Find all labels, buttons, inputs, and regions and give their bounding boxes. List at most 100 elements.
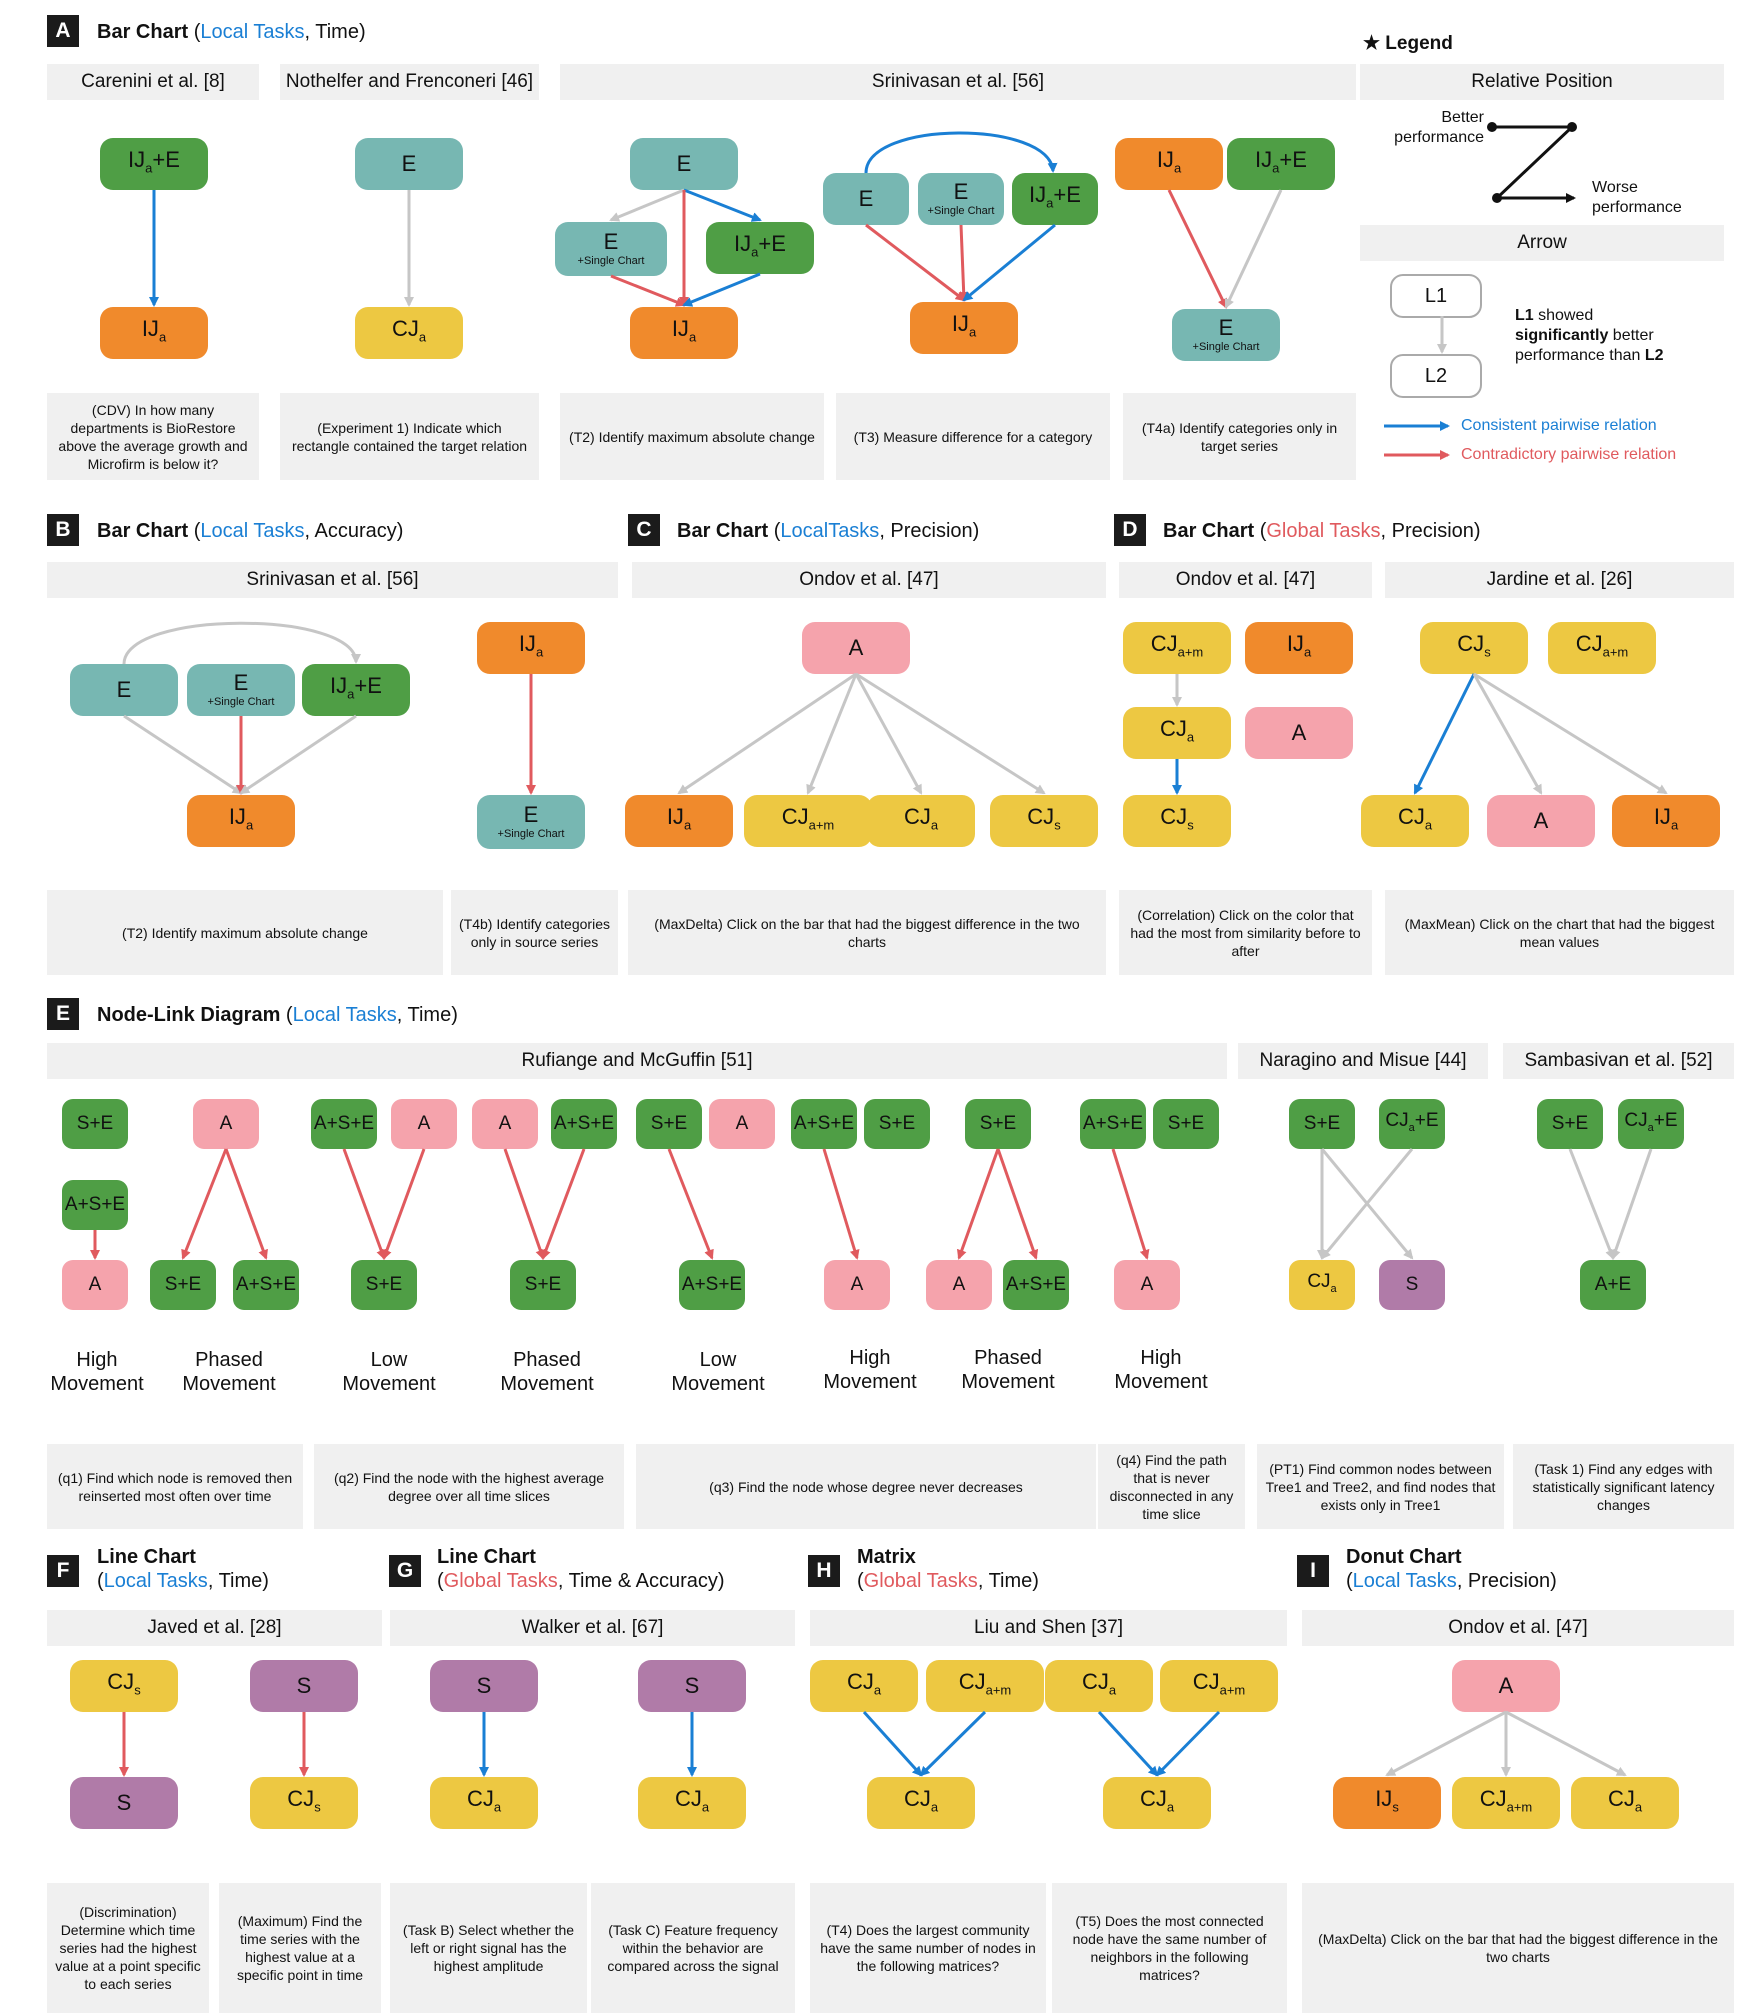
edge-c-a-to-c-cjam xyxy=(806,673,858,795)
node-d-a: A xyxy=(1245,707,1353,759)
node-label-suffix: +E xyxy=(354,672,382,698)
edge-arc-b-e1-to-b-ije1 xyxy=(122,621,361,665)
node-label: CJs xyxy=(1457,632,1491,663)
node-d-cjs: CJs xyxy=(1123,795,1231,847)
node-label: S+E xyxy=(1552,1113,1588,1135)
node-label: E xyxy=(859,188,874,210)
node-label: IJa+E xyxy=(128,146,180,179)
node-g-cja2: CJa xyxy=(638,1777,746,1829)
node-label-main: A+E xyxy=(1594,1274,1632,1295)
node-label: S xyxy=(1406,1274,1419,1296)
node-label: S+E xyxy=(366,1274,402,1296)
node-label: S xyxy=(297,1675,312,1697)
node-label-suffix: +E xyxy=(152,146,180,172)
node-label: CJa xyxy=(1139,1785,1175,1818)
node-e1-ase: A+S+E xyxy=(62,1180,128,1230)
section-title-e: Node-Link Diagram (Local Tasks, Time) xyxy=(97,1004,458,1026)
node-label-main: S+E xyxy=(878,1113,916,1134)
node-label-main: E xyxy=(603,228,619,254)
task-description: (q3) Find the node whose degree never de… xyxy=(636,1444,1096,1529)
node-label-main: CJ xyxy=(1139,1785,1167,1811)
node-label-main: S+E xyxy=(76,1113,114,1134)
edge-e7-se-to-e7-a xyxy=(956,1148,1000,1260)
task-description: (q2) Find the node with the highest aver… xyxy=(314,1444,624,1529)
node-label-main: A xyxy=(1140,1274,1154,1295)
node-label: E xyxy=(234,671,249,694)
node-e9-cja: CJa xyxy=(1289,1260,1355,1310)
node-label: IJa xyxy=(667,805,691,836)
node-label-main: CJ xyxy=(1624,1109,1648,1131)
node-label-main: CJ xyxy=(1479,1785,1507,1811)
node-label: S+E xyxy=(77,1113,113,1135)
node-label-subscript: s xyxy=(1392,1799,1399,1815)
node-label: A xyxy=(220,1113,233,1135)
node-label-main: IJ xyxy=(1029,181,1047,207)
node-label-subscript: a xyxy=(930,1799,939,1815)
task-description: (T2) Identify maximum absolute change xyxy=(47,890,443,975)
node-i-a: A xyxy=(1452,1660,1560,1712)
node-label: S+E xyxy=(525,1274,561,1296)
node-label-main: A+S+E xyxy=(64,1194,126,1215)
node-label: A xyxy=(418,1113,431,1135)
node-label: E xyxy=(1219,316,1234,339)
node-label: CJa+E xyxy=(1385,1110,1438,1139)
node-label-subscript: a+m xyxy=(1506,1799,1533,1815)
node-label: CJa+m xyxy=(1576,632,1629,663)
movement-label: High Movement xyxy=(823,1347,917,1393)
movement-label: Phased Movement xyxy=(182,1349,276,1395)
node-i-cjam: CJa+m xyxy=(1452,1777,1560,1829)
node-h-cja1: CJa xyxy=(810,1660,918,1712)
node-label-subscript: a xyxy=(145,160,153,176)
node-c-cjam: CJa+m xyxy=(744,795,872,847)
node-label: CJa+m xyxy=(1151,632,1204,663)
node-label-main: CJ xyxy=(958,1668,986,1694)
node-label: IJa xyxy=(1287,632,1311,663)
node-label: E xyxy=(117,679,132,701)
node-label: A+S+E xyxy=(682,1274,742,1296)
node-label: CJa xyxy=(392,317,426,348)
study-header: Sambasivan et al. [52] xyxy=(1503,1043,1734,1079)
study-header: Javed et al. [28] xyxy=(47,1610,382,1646)
node-label: CJa+m xyxy=(1193,1670,1246,1701)
node-label-subscript: a xyxy=(930,817,939,833)
node-e8-a: A xyxy=(1114,1260,1180,1310)
task-description: (CDV) In how many departments is BioRest… xyxy=(47,393,259,480)
edge-e5-se-to-e5-ase xyxy=(667,1148,714,1260)
node-f-s1: S xyxy=(70,1777,178,1829)
node-label-main: A xyxy=(848,635,864,660)
node-label: S xyxy=(117,1792,132,1814)
legend-z-dot xyxy=(1567,122,1577,132)
edge-arc-a-e4-to-a-ije4 xyxy=(864,131,1058,174)
node-label-subscript: a xyxy=(1186,729,1195,745)
node-label: A+S+E xyxy=(236,1274,296,1296)
node-label-main: CJ xyxy=(903,803,931,829)
node-label-main: CJ xyxy=(1385,1109,1409,1131)
node-label: A+S+E xyxy=(1006,1274,1066,1296)
node-label: E xyxy=(954,180,969,203)
node-label-main: E xyxy=(523,801,539,827)
task-description: (MaxDelta) Click on the bar that had the… xyxy=(1302,1883,1734,2013)
edge-d2-cjs-to-d2-a xyxy=(1472,673,1543,795)
node-e9-se: S+E xyxy=(1289,1099,1355,1149)
node-label-main: IJ xyxy=(1156,146,1174,172)
node-label: A xyxy=(1292,722,1307,744)
node-label: CJa+m xyxy=(1479,1785,1533,1818)
node-a-ije3: IJa+E xyxy=(706,222,814,274)
node-label-main: A xyxy=(850,1274,864,1295)
node-label-subscript: a+m xyxy=(1177,644,1204,660)
node-leg-l1: L1 xyxy=(1390,274,1482,318)
node-label-main: A xyxy=(88,1274,102,1295)
section-title-a: Bar Chart (Local Tasks, Time) xyxy=(97,21,366,43)
legend-title: ★ Legend xyxy=(1363,33,1453,54)
edge-e9-cjae-to-e9-cja xyxy=(1320,1148,1414,1260)
task-description: (Maximum) Find the time series with the … xyxy=(219,1883,381,2013)
node-c-ija: IJa xyxy=(625,795,733,847)
node-label-subscript: a xyxy=(873,1682,882,1698)
section-label-i: I xyxy=(1297,1555,1329,1587)
node-label-subscript: a xyxy=(1166,1799,1175,1815)
node-d2-cjam: CJa+m xyxy=(1548,622,1656,674)
node-b-ija2: IJa xyxy=(477,622,585,674)
movement-label: Low Movement xyxy=(671,1349,765,1395)
node-label-subscript: s xyxy=(1484,644,1491,660)
